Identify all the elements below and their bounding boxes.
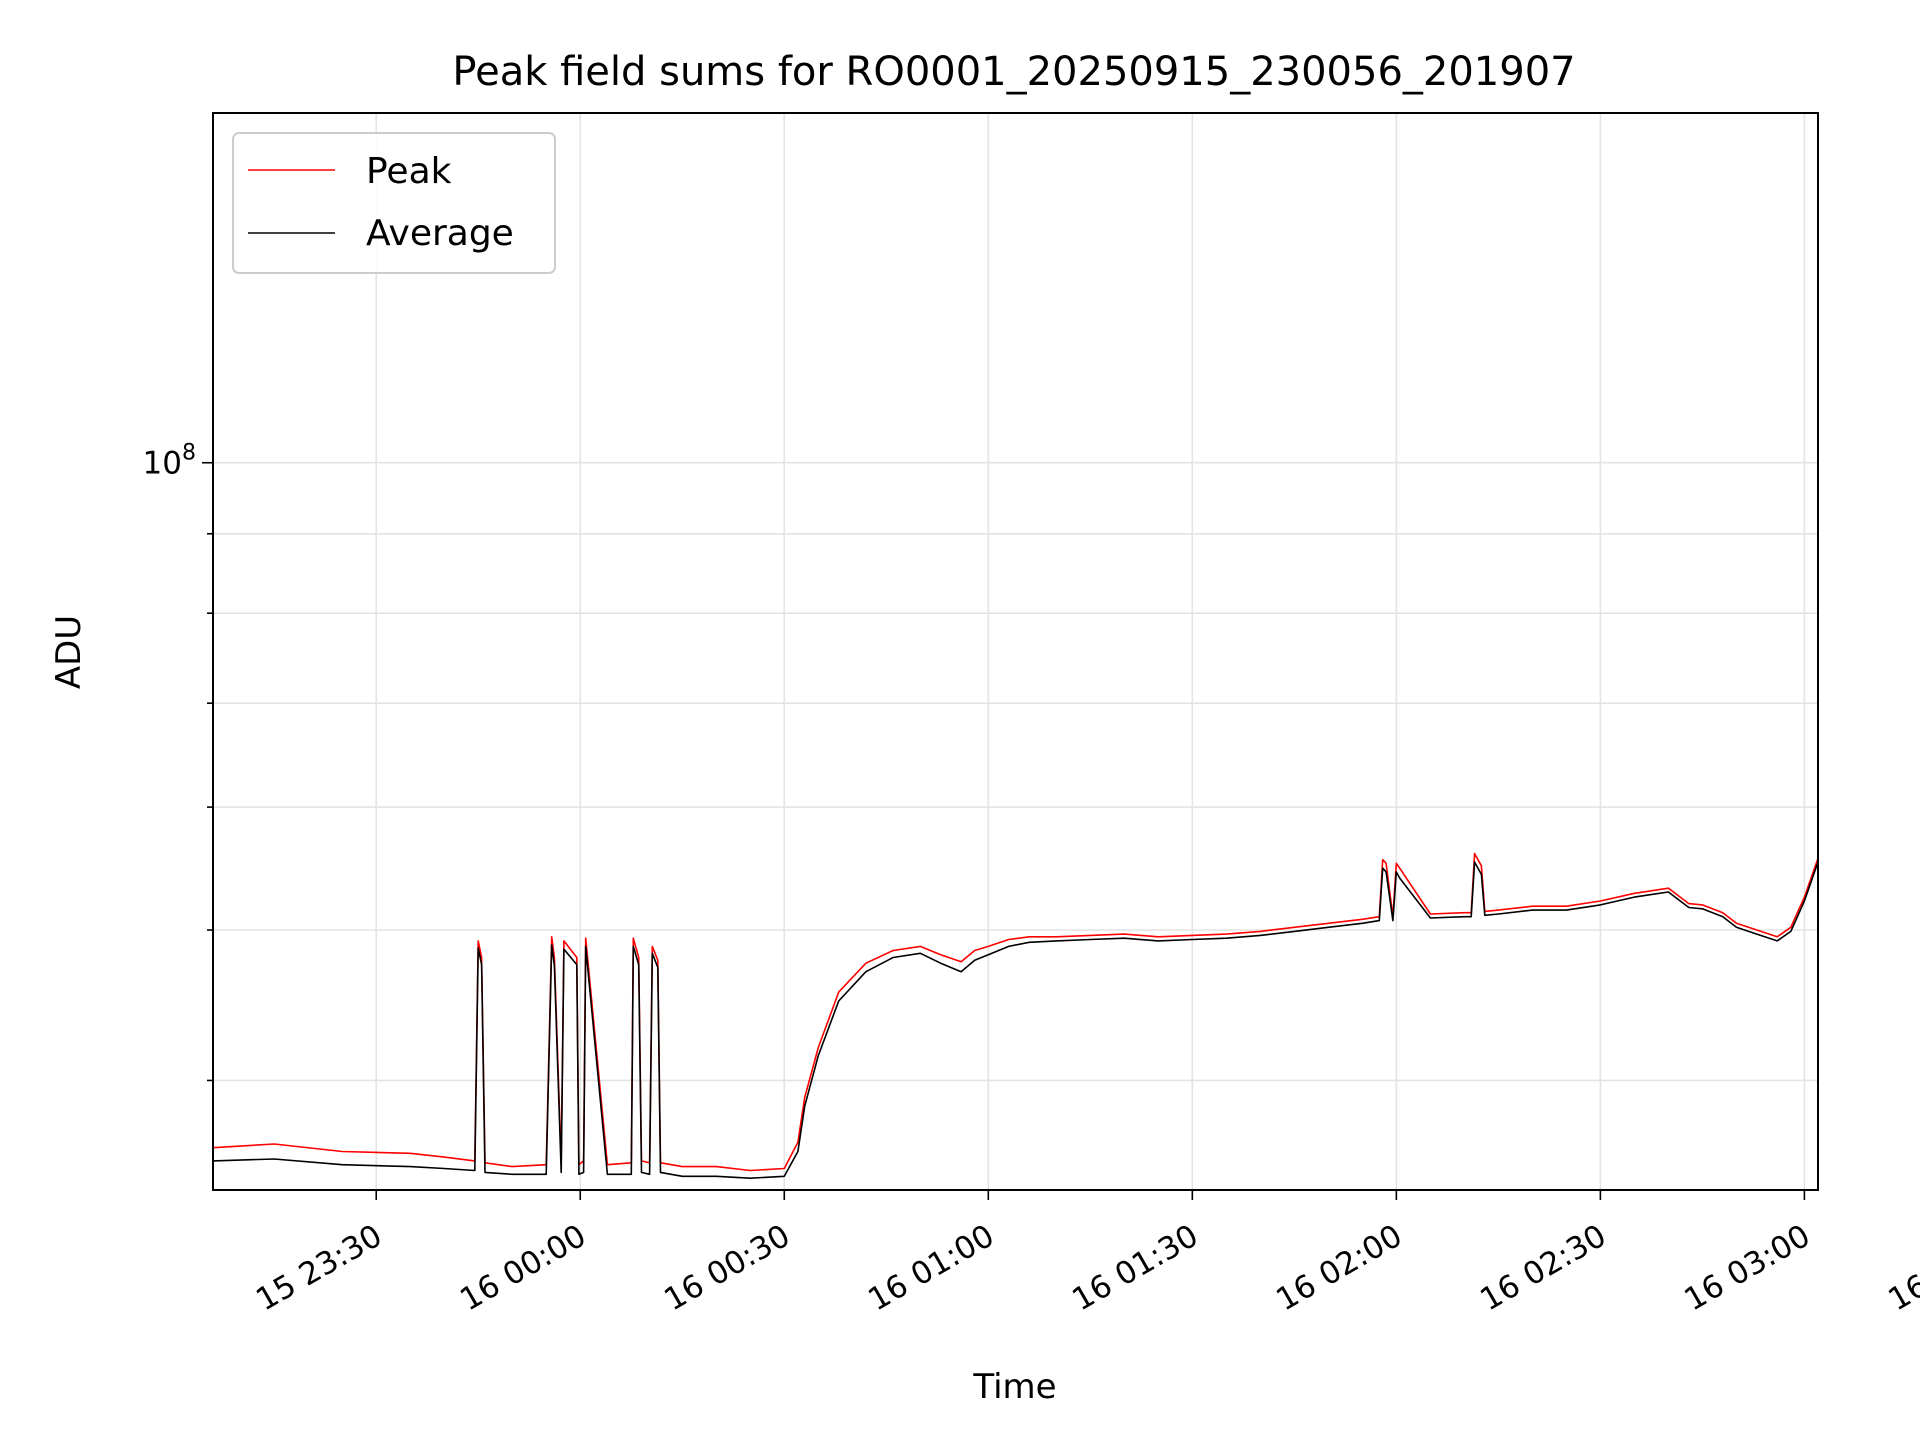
x-tick-label-2: 16 00:30 bbox=[658, 1218, 796, 1318]
x-tick-label-4: 16 01:30 bbox=[1066, 1218, 1204, 1318]
grid-lines bbox=[213, 113, 1818, 1190]
y-tick-label-exponent-0: 8 bbox=[182, 441, 196, 466]
x-tick-label-6: 16 02:30 bbox=[1474, 1218, 1612, 1318]
x-tick-label-5: 16 02:00 bbox=[1270, 1218, 1408, 1318]
x-tick-label-7: 16 03:00 bbox=[1678, 1218, 1816, 1318]
y-tick-label-base-0: 10 bbox=[143, 446, 182, 482]
legend-label-peak: Peak bbox=[366, 151, 452, 192]
legend-label-average: Average bbox=[366, 213, 514, 254]
plot-frame bbox=[212, 112, 1819, 1191]
x-tick-label-3: 16 01:00 bbox=[862, 1218, 1000, 1318]
x-tick-label-0: 15 23:30 bbox=[250, 1218, 388, 1318]
x-axis-label: Time bbox=[972, 1367, 1056, 1407]
plot-series bbox=[213, 852, 1818, 1179]
series-line-average bbox=[213, 857, 1818, 1179]
chart-title: Peak field sums for RO0001_20250915_2300… bbox=[452, 49, 1575, 95]
y-tick-label-0: 108 bbox=[143, 441, 196, 482]
legend: Peak Average bbox=[232, 132, 556, 274]
legend-box bbox=[232, 132, 556, 274]
y-axis-label: ADU bbox=[49, 615, 89, 689]
x-tick-label-1: 16 00:00 bbox=[454, 1218, 592, 1318]
x-tick-label-8: 16 03:30 bbox=[1882, 1218, 1920, 1318]
